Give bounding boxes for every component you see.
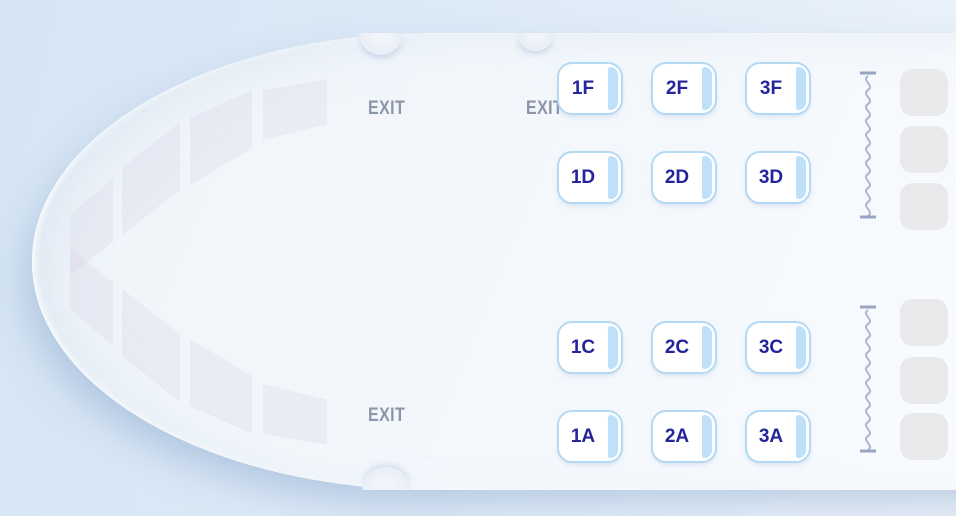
seat-1C[interactable]: 1C: [557, 321, 623, 374]
unavailable-seat-block: [900, 126, 948, 173]
seat-3A[interactable]: 3A: [745, 410, 811, 463]
seat-2A[interactable]: 2A: [651, 410, 717, 463]
seat-backrest-bar: [796, 156, 806, 199]
seat-label: 2C: [664, 336, 690, 358]
unavailable-seat-block: [900, 299, 948, 346]
seat-backrest-bar: [608, 415, 618, 458]
curtain-divider-top-icon: [860, 71, 876, 219]
seat-backrest-bar: [608, 67, 618, 110]
seat-backrest-bar: [702, 415, 712, 458]
door-notch-bottom-icon: [362, 467, 410, 490]
seat-backrest-bar: [608, 156, 618, 199]
seat-label: 3D: [758, 166, 784, 188]
seat-backrest-bar: [702, 156, 712, 199]
seat-label: 3C: [758, 336, 784, 358]
seat-label: 2A: [664, 425, 690, 447]
seat-label: 1A: [570, 425, 596, 447]
seat-backrest-bar: [702, 67, 712, 110]
unavailable-seat-block: [900, 357, 948, 404]
door-notch-top-forward-icon: [359, 33, 403, 55]
seat-1A[interactable]: 1A: [557, 410, 623, 463]
unavailable-seat-block: [900, 413, 948, 460]
seat-2F[interactable]: 2F: [651, 62, 717, 115]
seat-3D[interactable]: 3D: [745, 151, 811, 204]
seat-3C[interactable]: 3C: [745, 321, 811, 374]
exit-label-top-forward: EXIT: [368, 98, 406, 119]
seat-label: 1D: [570, 166, 596, 188]
seat-label: 2D: [664, 166, 690, 188]
seat-label: 1C: [570, 336, 596, 358]
door-notch-top-aft-icon: [517, 33, 554, 51]
curtain-divider-bottom-icon: [860, 305, 876, 453]
exit-label-top-aft: EXIT: [526, 98, 564, 119]
seat-2D[interactable]: 2D: [651, 151, 717, 204]
exit-label-bottom-forward: EXIT: [368, 405, 406, 426]
seat-2C[interactable]: 2C: [651, 321, 717, 374]
seat-label: 1F: [571, 77, 595, 99]
seat-label: 3F: [759, 77, 783, 99]
seat-backrest-bar: [796, 415, 806, 458]
unavailable-seat-block: [900, 69, 948, 116]
cockpit-windshield-icon: [70, 79, 327, 445]
unavailable-seat-block: [900, 183, 948, 230]
seat-1F[interactable]: 1F: [557, 62, 623, 115]
seat-backrest-bar: [796, 326, 806, 369]
seat-backrest-bar: [796, 67, 806, 110]
seat-3F[interactable]: 3F: [745, 62, 811, 115]
seat-backrest-bar: [702, 326, 712, 369]
seat-label: 3A: [758, 425, 784, 447]
seat-backrest-bar: [608, 326, 618, 369]
seat-label: 2F: [665, 77, 689, 99]
seat-1D[interactable]: 1D: [557, 151, 623, 204]
